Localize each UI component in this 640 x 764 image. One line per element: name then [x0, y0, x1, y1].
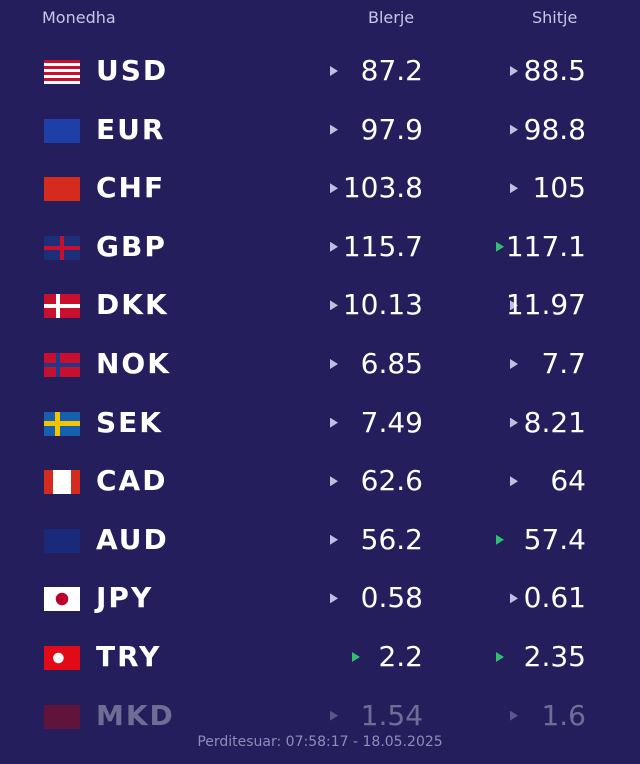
- currency-code: GBP: [96, 229, 167, 263]
- trend-icon: [330, 534, 338, 545]
- flag-icon: [44, 528, 80, 553]
- buy-rate: 1.54: [360, 698, 423, 732]
- trend-icon: [510, 66, 518, 76]
- currency-code: USD: [96, 54, 169, 87]
- buy-rate: 7.49: [360, 405, 423, 439]
- trend-icon: [510, 183, 518, 194]
- flag-icon: [44, 411, 80, 436]
- buy-rate: 87.2: [360, 54, 423, 87]
- currency-code: MKD: [96, 698, 175, 732]
- currency-row: CAD 62.6 64: [0, 462, 640, 502]
- flag-icon: [44, 646, 80, 670]
- currency-row: GBP 115.7 117.1: [0, 228, 640, 268]
- flag-icon: [44, 353, 80, 377]
- trend-icon: [330, 359, 338, 369]
- trend-icon: [330, 710, 338, 721]
- flag-icon: [44, 294, 80, 319]
- currency-code: DKK: [96, 288, 169, 322]
- sell-rate: 64: [550, 464, 586, 498]
- currency-row: SEK 7.49 8.21: [0, 404, 640, 444]
- trend-icon: [496, 652, 504, 662]
- sell-rate: 98.8: [523, 112, 586, 146]
- trend-icon: [330, 593, 338, 604]
- header-buy: Blerje: [368, 8, 415, 27]
- flag-icon: [44, 118, 80, 143]
- buy-rate: 10.13: [342, 288, 423, 322]
- currency-row: EUR 97.9 98.8: [0, 111, 640, 151]
- flag-icon: [44, 587, 80, 612]
- sell-rate: 88.5: [523, 54, 586, 87]
- trend-icon: [510, 417, 518, 428]
- currency-code: CAD: [96, 464, 168, 498]
- sell-rate: 8.21: [523, 405, 586, 439]
- flag-icon: [44, 177, 80, 202]
- buy-rate: 0.58: [360, 581, 423, 615]
- trend-icon: [496, 534, 504, 545]
- trend-icon: [510, 710, 518, 721]
- buy-rate: 56.2: [360, 522, 423, 556]
- trend-icon: [330, 124, 338, 135]
- trend-icon: [510, 300, 518, 311]
- trend-icon: [330, 476, 338, 487]
- trend-icon: [330, 183, 338, 194]
- flag-icon: [44, 235, 80, 260]
- buy-rate: 103.8: [342, 171, 423, 205]
- buy-rate: 115.7: [342, 229, 423, 263]
- currency-code: AUD: [96, 522, 169, 556]
- trend-icon: [510, 359, 518, 369]
- currency-row: TRY 2.2 2.35: [0, 638, 640, 678]
- buy-rate: 2.2: [378, 640, 423, 673]
- trend-icon: [330, 241, 338, 252]
- updated-time: Perditesuar: 07:58:17 - 18.05.2025: [197, 734, 443, 750]
- currency-code: SEK: [96, 405, 163, 439]
- buy-rate: 97.9: [360, 112, 423, 146]
- buy-rate: 62.6: [360, 464, 423, 498]
- flag-icon: [44, 60, 80, 84]
- trend-icon: [510, 124, 518, 135]
- sell-rate: 57.4: [523, 522, 586, 556]
- header-currency: Monedha: [42, 8, 116, 27]
- trend-icon: [330, 417, 338, 428]
- currency-row: CHF 103.8 105: [0, 169, 640, 209]
- currency-row: DKK 10.13 11.97: [0, 286, 640, 326]
- header-sell: Shitje: [532, 8, 578, 27]
- sell-rate: 117.1: [505, 229, 586, 263]
- trend-icon: [352, 652, 360, 662]
- currency-row: NOK 6.85 7.7: [0, 345, 640, 385]
- currency-row: USD 87.2 88.5: [0, 52, 640, 92]
- trend-icon: [330, 66, 338, 76]
- sell-rate: 1.6: [541, 698, 586, 732]
- sell-rate: 11.97: [505, 288, 586, 322]
- trend-icon: [496, 241, 504, 252]
- currency-code: CHF: [96, 171, 166, 205]
- flag-icon: [44, 470, 80, 495]
- trend-icon: [510, 476, 518, 487]
- sell-rate: 7.7: [541, 347, 586, 380]
- sell-rate: 2.35: [523, 640, 586, 673]
- sell-rate: 0.61: [523, 581, 586, 615]
- trend-icon: [330, 300, 338, 311]
- currency-row: AUD 56.2 57.4: [0, 521, 640, 561]
- currency-code: EUR: [96, 112, 166, 146]
- buy-rate: 6.85: [360, 347, 423, 380]
- currency-row: MKD 1.54 1.6: [0, 697, 640, 737]
- sell-rate: 105: [532, 171, 586, 205]
- currency-code: NOK: [96, 347, 171, 380]
- flag-icon: [44, 704, 80, 729]
- currency-code: TRY: [96, 640, 162, 673]
- currency-code: JPY: [96, 581, 154, 615]
- currency-row: JPY 0.58 0.61: [0, 579, 640, 619]
- trend-icon: [510, 593, 518, 604]
